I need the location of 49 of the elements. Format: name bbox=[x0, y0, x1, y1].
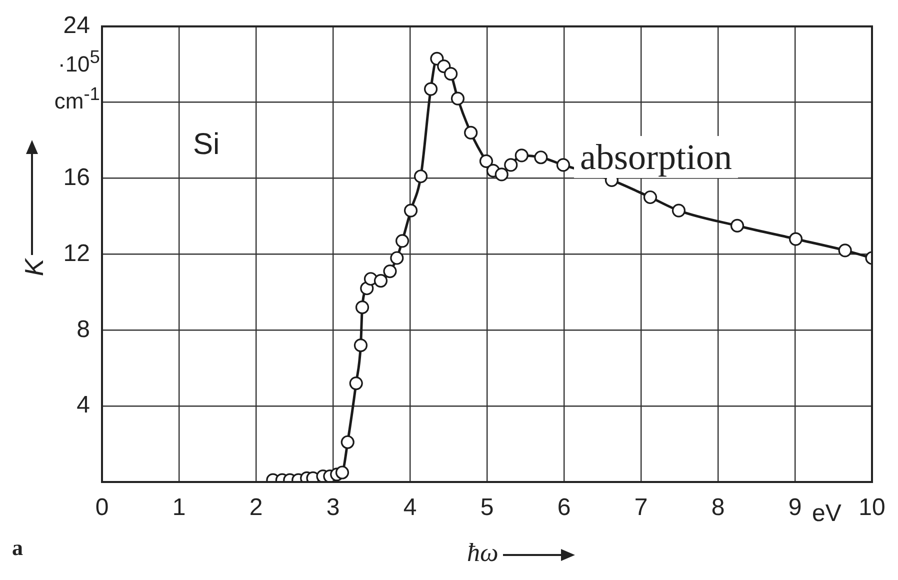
point bbox=[838, 244, 852, 258]
text: eV bbox=[812, 500, 842, 528]
y-axis-title: K bbox=[19, 258, 50, 276]
x-tick-label: 9 bbox=[788, 494, 802, 522]
annotation: absorption bbox=[574, 136, 738, 178]
x-tick-label: 3 bbox=[326, 494, 340, 522]
point bbox=[404, 204, 418, 218]
y-tick-label: 16 bbox=[63, 164, 90, 191]
point bbox=[444, 67, 458, 81]
point bbox=[730, 218, 744, 233]
point bbox=[424, 82, 438, 96]
point bbox=[396, 234, 410, 248]
x-tick-label: 4 bbox=[403, 494, 417, 522]
point bbox=[504, 158, 518, 172]
x-tick-label: 2 bbox=[249, 494, 263, 522]
point bbox=[514, 148, 528, 162]
point bbox=[354, 338, 368, 352]
text: a bbox=[12, 535, 23, 561]
annotation: Si bbox=[193, 128, 220, 162]
point bbox=[340, 435, 354, 449]
point bbox=[414, 170, 428, 184]
y-tick-label: 24 bbox=[63, 12, 90, 40]
point bbox=[355, 300, 370, 314]
x-tick-label: 6 bbox=[557, 494, 571, 522]
point bbox=[643, 190, 658, 204]
x-tick-label: 10 bbox=[858, 494, 886, 522]
y-tick-label: 8 bbox=[76, 316, 90, 343]
y-tick-label: 12 bbox=[63, 240, 90, 267]
x-tick-label: 8 bbox=[711, 494, 725, 522]
point bbox=[788, 232, 803, 246]
y-tick-label: 4 bbox=[76, 392, 90, 419]
point bbox=[390, 251, 404, 265]
x-axis-title: ħω bbox=[467, 538, 498, 568]
point bbox=[534, 150, 548, 164]
point bbox=[556, 158, 570, 172]
x-tick-label: 7 bbox=[634, 494, 648, 522]
point bbox=[349, 376, 363, 390]
point bbox=[464, 126, 478, 140]
point bbox=[479, 154, 494, 168]
point bbox=[672, 204, 686, 218]
x-tick-label: 0 bbox=[95, 494, 109, 522]
point bbox=[335, 466, 350, 480]
point bbox=[494, 168, 508, 182]
point bbox=[383, 264, 397, 278]
point bbox=[450, 92, 465, 106]
text: ·10$^{5}$ cm$^{-1}$ bbox=[54, 46, 100, 114]
x-tick-label: 5 bbox=[480, 494, 494, 522]
point bbox=[374, 274, 388, 288]
x-tick-label: 1 bbox=[172, 494, 186, 522]
